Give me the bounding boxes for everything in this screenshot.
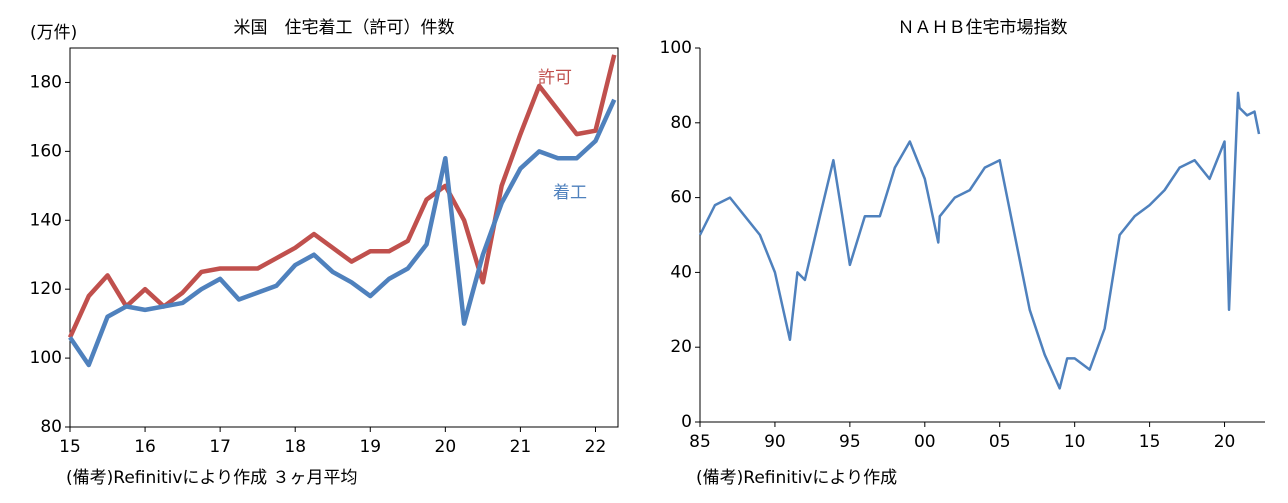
note: (備考)Refinitivにより作成 ３ヶ月平均 — [66, 468, 358, 488]
y-tick-label: 140 — [30, 210, 62, 230]
y-tick-label: 180 — [30, 72, 62, 92]
x-tick-label: 22 — [585, 437, 607, 457]
x-tick-label: 85 — [689, 432, 711, 452]
series-line — [68, 98, 617, 368]
x-tick-label: 10 — [1064, 432, 1086, 452]
x-tick-label: 15 — [1139, 432, 1161, 452]
x-tick-label: 17 — [209, 437, 231, 457]
plot-frame — [69, 47, 619, 428]
x-tick-label: 20 — [1214, 432, 1236, 452]
x-tick-label: 15 — [59, 437, 81, 457]
y-axis-label: (万件) — [30, 23, 77, 43]
x-tick-label: 00 — [914, 432, 936, 452]
y-tick-label: 80 — [670, 113, 692, 133]
series-line — [67, 54, 617, 339]
y-tick-label: 60 — [670, 188, 692, 208]
series-label: 許可 — [538, 68, 572, 88]
x-tick-label: 21 — [510, 437, 532, 457]
y-tick-label: 0 — [681, 412, 692, 432]
note: (備考)Refinitivにより作成 — [696, 468, 897, 488]
chart-title: ＮＡＨＢ住宅市場指数 — [898, 18, 1068, 38]
x-tick-label: 95 — [839, 432, 861, 452]
series-label: 着工 — [553, 183, 587, 203]
chart-title: 米国 住宅着工（許可）件数 — [234, 18, 455, 38]
x-tick-label: 19 — [359, 437, 381, 457]
y-tick-label: 80 — [40, 417, 62, 437]
y-tick-label: 160 — [30, 141, 62, 161]
x-tick-label: 16 — [134, 437, 156, 457]
x-tick-label: 18 — [284, 437, 306, 457]
x-tick-label: 20 — [435, 437, 457, 457]
series-line — [698, 91, 1261, 390]
y-tick-label: 100 — [30, 348, 62, 368]
y-tick-label: 40 — [670, 262, 692, 282]
x-tick-label: 90 — [764, 432, 786, 452]
y-tick-label: 100 — [660, 38, 692, 58]
x-tick-label: 05 — [989, 432, 1011, 452]
y-tick-label: 120 — [30, 279, 62, 299]
y-tick-label: 20 — [670, 337, 692, 357]
